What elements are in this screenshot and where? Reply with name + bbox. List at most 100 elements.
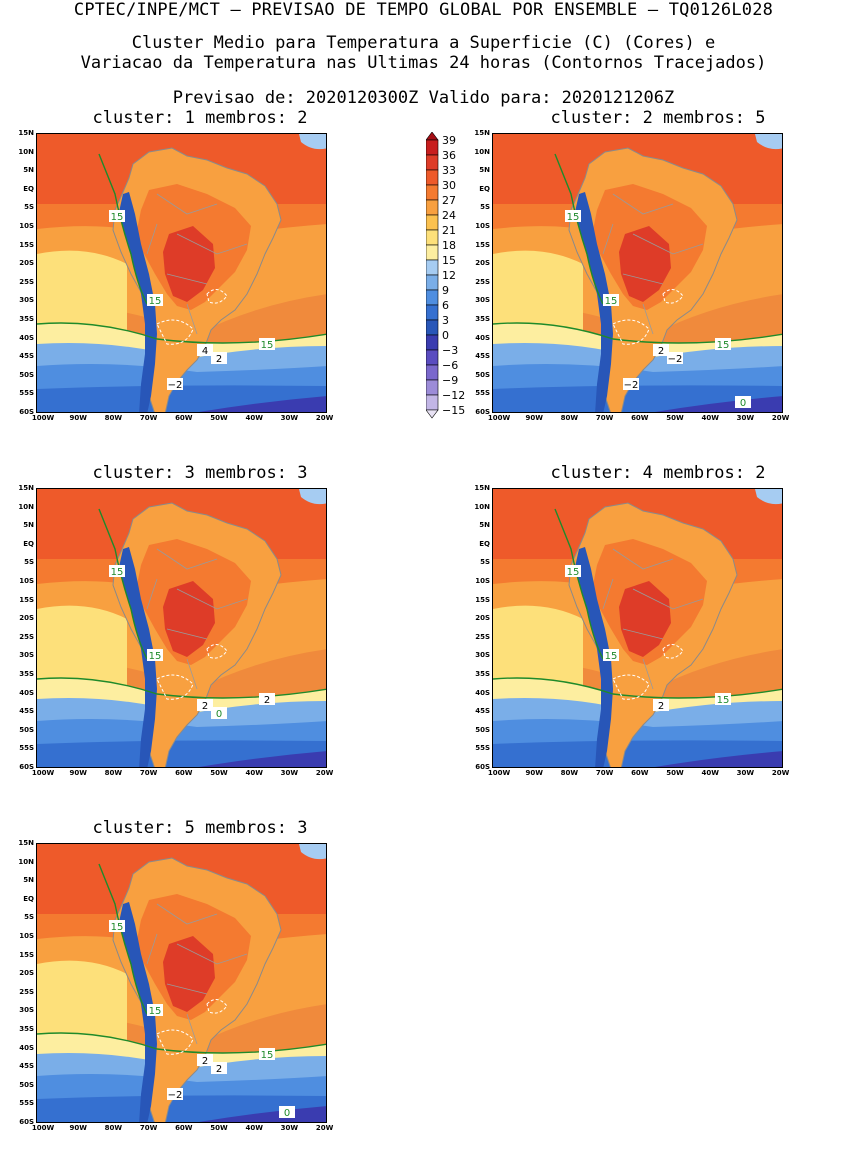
longitude-tick-label: 20W <box>315 1124 334 1132</box>
contour-label: −2 <box>623 378 639 391</box>
colorbar-tick-label: 12 <box>442 269 456 282</box>
contour-label-text: 15 <box>149 296 162 307</box>
longitude-tick-label: 80W <box>104 1124 123 1132</box>
variation-contours <box>156 644 228 700</box>
caribbean-cool-spot <box>299 134 326 150</box>
cluster-map-panel: 15 15 2 2 0 15N 10N 5N EQ 5S 10S 15S 20S 25S 30S 35S 40S… <box>9 484 333 782</box>
latitude-tick-label: 20S <box>475 614 490 623</box>
longitude-tick-label: 60W <box>175 769 193 777</box>
longitude-tick-label: 30W <box>280 414 299 422</box>
contour-label: 0 <box>279 1106 295 1119</box>
contour-label-text: 15 <box>111 212 124 223</box>
contour-label: 15 <box>259 338 275 351</box>
latitude-tick-label: 60S <box>19 408 34 416</box>
latitude-tick-label: 60S <box>475 408 490 416</box>
colorbar-segment <box>426 229 439 246</box>
latitude-tick-label: 10S <box>475 577 490 585</box>
contour-label: 15 <box>109 565 125 578</box>
band-18 <box>37 250 127 334</box>
longitude-tick-label: 60W <box>631 414 649 422</box>
contour-label: 15 <box>603 294 619 307</box>
contour-label-text: −2 <box>168 1090 183 1101</box>
colorbar-min-arrow <box>426 409 439 419</box>
contour-label: 15 <box>147 294 163 307</box>
temperature-map: 15 15 15 2 −2 −2 0 <box>492 133 783 413</box>
longitude-tick-label: 50W <box>210 1124 228 1132</box>
latitude-tick-label: 10N <box>18 857 34 866</box>
variation-contours <box>156 999 228 1055</box>
longitude-tick-label: 20W <box>315 414 334 422</box>
latitude-tick-label: 10N <box>474 147 490 156</box>
colorbar-tick-label: −3 <box>442 344 459 357</box>
caribbean-cool-spot <box>299 489 326 505</box>
cluster-panel-title: cluster: 1 membros: 2 <box>92 108 308 128</box>
latitude-tick-label: 40S <box>475 333 490 342</box>
contour-label: 0 <box>735 396 751 409</box>
contour-label-text: 2 <box>658 701 664 712</box>
latitude-tick-label: 30S <box>475 651 490 660</box>
latitude-tick-label: 45S <box>475 352 490 361</box>
longitude-tick-label: 100W <box>487 769 511 777</box>
latitude-tick-label: 10N <box>18 147 34 156</box>
contour-label: 2 <box>197 699 213 712</box>
longitude-tick-label: 40W <box>245 769 263 777</box>
latitude-tick-label: 15S <box>19 950 34 959</box>
contour-label-text: 2 <box>216 1064 222 1075</box>
political-borders <box>602 193 704 335</box>
longitude-tick-label: 100W <box>31 414 55 422</box>
contour-label-text: 4 <box>202 346 208 357</box>
colorbar-tick-label: 39 <box>442 134 456 147</box>
colorbar-tick-label: 3 <box>442 314 449 327</box>
latitude-tick-label: 25S <box>19 987 34 996</box>
latitude-tick-label: 35S <box>475 315 490 323</box>
band-18 <box>37 960 127 1044</box>
latitude-tick-label: 15N <box>474 484 490 492</box>
colorbar-tick-label: 6 <box>442 299 449 312</box>
latitude-tick-label: 40S <box>19 333 34 342</box>
colorbar-tick-label: −12 <box>442 389 466 402</box>
latitude-tick-label: 5S <box>24 913 34 922</box>
colorbar-tick-label: 0 <box>442 329 449 342</box>
contour-label-text: 0 <box>284 1108 290 1119</box>
latitude-tick-label: 5S <box>480 558 490 567</box>
colorbar-segment <box>426 334 439 351</box>
longitude-tick-label: 50W <box>210 414 228 422</box>
latitude-tick-label: 50S <box>475 725 490 734</box>
contour-label: 15 <box>603 649 619 662</box>
latitude-tick-label: 5N <box>23 166 34 175</box>
caribbean-cool-spot <box>299 844 326 860</box>
colorbar-tick-label: 9 <box>442 284 449 297</box>
contour-label: 15 <box>147 1004 163 1017</box>
political-borders <box>146 548 248 690</box>
longitude-tick-label: 40W <box>701 414 719 422</box>
longitude-tick-label: 30W <box>280 1124 299 1132</box>
latitude-tick-label: EQ <box>479 184 490 193</box>
longitude-tick-label: 90W <box>525 769 543 777</box>
band-0 <box>654 751 782 767</box>
latitude-tick-label: 15S <box>475 240 490 249</box>
caribbean-cool-spot <box>755 134 782 150</box>
longitude-tick-label: 80W <box>560 414 579 422</box>
latitude-tick-label: 50S <box>19 370 34 379</box>
latitude-tick-label: 15S <box>19 240 34 249</box>
latitude-tick-label: 60S <box>19 763 34 771</box>
band-18 <box>493 250 583 334</box>
colorbar-segment <box>426 304 439 321</box>
latitude-tick-label: 10S <box>19 932 34 940</box>
longitude-tick-label: 50W <box>666 414 684 422</box>
cluster-map-panel: 15 15 15 4 2 −2 15N 10N 5N EQ 5S 10S 15S 20S 25S 30S 35S… <box>9 129 334 427</box>
contour-label: 15 <box>715 693 731 706</box>
colorbar-tick-label: 27 <box>442 194 456 207</box>
latitude-tick-label: 15N <box>18 484 34 492</box>
cluster-panel-title: cluster: 3 membros: 3 <box>92 463 308 483</box>
longitude-tick-label: 100W <box>31 769 55 777</box>
colorbar-tick-label: 15 <box>442 254 456 267</box>
contour-label: 2 <box>653 344 669 357</box>
longitude-tick-label: 50W <box>210 769 228 777</box>
cluster-map-panel: 15 15 15 2 2 −2 0 15N 10N 5N EQ 5S 10S 15S 20S 25S 30S 35… <box>9 839 334 1137</box>
political-borders <box>602 548 704 690</box>
figure-title-line-1: CPTEC/INPE/MCT — PREVISAO DE TEMPO GLOBA… <box>73 0 774 20</box>
contour-label-text: −2 <box>168 380 183 391</box>
contour-label-text: 2 <box>216 354 222 365</box>
colorbar-tick-label: 36 <box>442 149 456 162</box>
